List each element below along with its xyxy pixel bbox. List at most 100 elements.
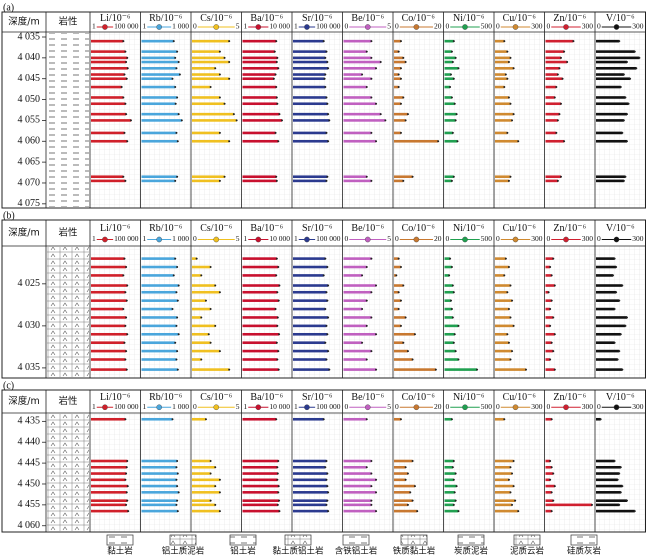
x-tick-label: 1 <box>92 234 96 243</box>
bar <box>293 85 326 89</box>
bar <box>596 77 631 81</box>
bar <box>192 39 230 43</box>
bar <box>242 417 277 421</box>
scale-marker <box>156 24 162 30</box>
bar <box>545 324 551 328</box>
x-tick-label: 5 <box>236 22 240 31</box>
bar-end <box>122 40 125 43</box>
bar-end <box>277 485 280 488</box>
bar-end <box>277 460 280 463</box>
bar <box>545 274 552 277</box>
bar-end <box>122 96 125 99</box>
bar <box>293 112 329 116</box>
bar <box>343 332 377 336</box>
bar <box>596 50 635 53</box>
bar <box>495 341 509 344</box>
bar <box>141 341 176 344</box>
bar <box>444 112 457 116</box>
bar <box>596 274 614 277</box>
bar <box>444 299 452 302</box>
bar <box>394 472 408 475</box>
bar <box>91 368 127 371</box>
x-tick-label: 20 <box>434 234 442 243</box>
bar <box>91 491 127 494</box>
bar <box>394 73 399 76</box>
bar <box>444 290 454 294</box>
bar-end <box>452 40 455 43</box>
bar <box>293 316 329 319</box>
scale-marker <box>255 236 262 243</box>
bar <box>394 119 406 122</box>
bar-end <box>325 478 328 481</box>
column-grid <box>191 246 241 378</box>
bar <box>242 484 279 488</box>
bar-end <box>274 73 277 76</box>
bar <box>343 73 363 76</box>
bar <box>242 509 280 513</box>
bar-end <box>325 503 328 506</box>
bar <box>91 503 127 507</box>
bar <box>242 175 277 179</box>
bar <box>495 60 509 64</box>
bar <box>343 96 372 99</box>
bar <box>242 299 279 302</box>
bar <box>91 77 127 81</box>
bar-end <box>413 485 416 488</box>
bar-end <box>449 257 452 260</box>
scale-marker <box>512 24 519 30</box>
bar-end <box>365 324 368 327</box>
bar <box>444 349 456 353</box>
scale-marker <box>613 236 620 243</box>
y-tick-label: 4 060 <box>18 136 41 147</box>
bar <box>91 358 126 361</box>
element-header: V/10⁻⁶ <box>606 223 635 234</box>
bar-end <box>512 460 515 463</box>
x-tick-label: 0 <box>395 22 399 31</box>
bar <box>192 96 220 99</box>
bar-end <box>553 333 556 336</box>
bar-end <box>370 56 373 59</box>
bar <box>596 284 623 287</box>
x-tick-label: 1 <box>143 402 147 411</box>
bar-end <box>175 131 178 134</box>
bar-end <box>272 77 275 80</box>
bar <box>495 503 513 507</box>
bar-end <box>125 491 128 494</box>
x-tick-label: 0 <box>547 402 551 411</box>
bar-end <box>209 308 212 311</box>
bar <box>394 499 413 502</box>
bar-end <box>275 257 278 260</box>
bar <box>343 77 372 81</box>
bar-end <box>218 491 221 494</box>
bar <box>192 417 206 421</box>
bar-end <box>375 510 378 513</box>
bar-end <box>365 175 368 178</box>
bar-end <box>397 257 400 260</box>
bar-end <box>397 308 400 311</box>
bar-end <box>325 291 328 294</box>
column-grid <box>141 246 191 378</box>
x-tick-label: 1 <box>92 402 96 411</box>
x-tick-label: 0 <box>597 402 601 411</box>
bar-end <box>365 466 368 469</box>
bar-end <box>174 86 177 89</box>
bar-end <box>125 503 128 506</box>
bar <box>495 472 513 475</box>
element-header: Ni/10⁻⁶ <box>453 392 485 403</box>
bar-end <box>454 499 457 502</box>
x-tick-label: 1 000 <box>172 234 189 243</box>
bar-end <box>509 284 512 287</box>
bar-end <box>511 299 514 302</box>
bar <box>91 175 124 179</box>
bar <box>192 139 230 143</box>
bar <box>343 472 372 475</box>
bar <box>545 484 555 488</box>
bar-end <box>624 324 627 327</box>
legend-label: 炭质泥岩 <box>454 546 489 557</box>
bar-end <box>550 299 553 302</box>
bar-end <box>622 179 625 182</box>
scale-marker <box>462 404 468 411</box>
bar-end <box>370 472 373 475</box>
scale-marker <box>304 24 310 30</box>
bar <box>545 417 552 421</box>
